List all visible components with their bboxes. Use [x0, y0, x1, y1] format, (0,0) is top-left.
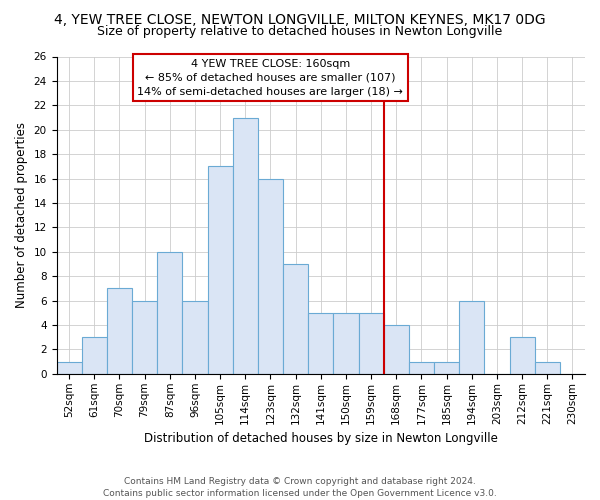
Bar: [409, 362, 434, 374]
Text: Size of property relative to detached houses in Newton Longville: Size of property relative to detached ho…: [97, 25, 503, 38]
Y-axis label: Number of detached properties: Number of detached properties: [15, 122, 28, 308]
Bar: [157, 252, 182, 374]
Text: 4, YEW TREE CLOSE, NEWTON LONGVILLE, MILTON KEYNES, MK17 0DG: 4, YEW TREE CLOSE, NEWTON LONGVILLE, MIL…: [54, 12, 546, 26]
Bar: [359, 313, 383, 374]
Bar: [182, 300, 208, 374]
Bar: [107, 288, 132, 374]
Bar: [308, 313, 334, 374]
Bar: [82, 338, 107, 374]
Bar: [334, 313, 359, 374]
Bar: [509, 338, 535, 374]
Bar: [383, 325, 409, 374]
Bar: [434, 362, 459, 374]
Bar: [535, 362, 560, 374]
Bar: [132, 300, 157, 374]
Bar: [233, 118, 258, 374]
Text: Contains HM Land Registry data © Crown copyright and database right 2024.
Contai: Contains HM Land Registry data © Crown c…: [103, 476, 497, 498]
X-axis label: Distribution of detached houses by size in Newton Longville: Distribution of detached houses by size …: [144, 432, 498, 445]
Bar: [283, 264, 308, 374]
Bar: [208, 166, 233, 374]
Bar: [459, 300, 484, 374]
Bar: [258, 178, 283, 374]
Text: 4 YEW TREE CLOSE: 160sqm
← 85% of detached houses are smaller (107)
14% of semi-: 4 YEW TREE CLOSE: 160sqm ← 85% of detach…: [137, 59, 403, 97]
Bar: [56, 362, 82, 374]
